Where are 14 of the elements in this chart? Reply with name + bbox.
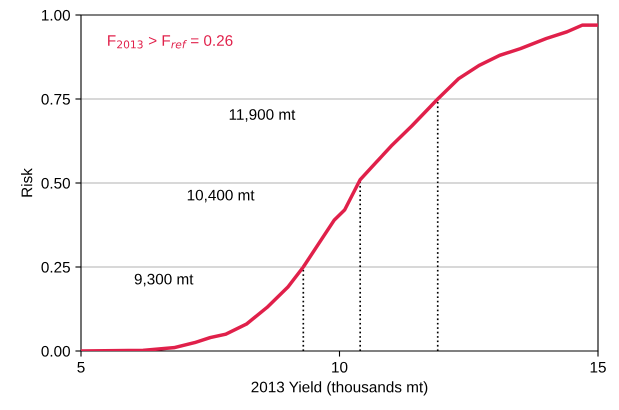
y-tick-label: 0.50 xyxy=(41,178,70,189)
y-tick-label: 0.00 xyxy=(41,346,70,357)
annotation: F$_{2013}$ > F$_{ref}$ = 0.26 xyxy=(108,35,232,48)
x-tick-label: 5 xyxy=(77,362,85,373)
y-tick-label: 0.25 xyxy=(41,262,70,273)
y-axis-title: Risk xyxy=(21,168,32,197)
x-tick-label: 10 xyxy=(332,362,348,373)
y-tick-label: 0.75 xyxy=(41,94,70,105)
annotation: 10,400 mt xyxy=(188,190,254,202)
annotation: 11,900 mt xyxy=(230,109,296,122)
annotation: 9,300 mt xyxy=(134,274,194,286)
y-tick-label: 1.00 xyxy=(42,10,70,21)
x-axis-title: 2013 Yield (thousands mt) xyxy=(252,381,428,396)
x-tick-label: 15 xyxy=(590,362,606,373)
